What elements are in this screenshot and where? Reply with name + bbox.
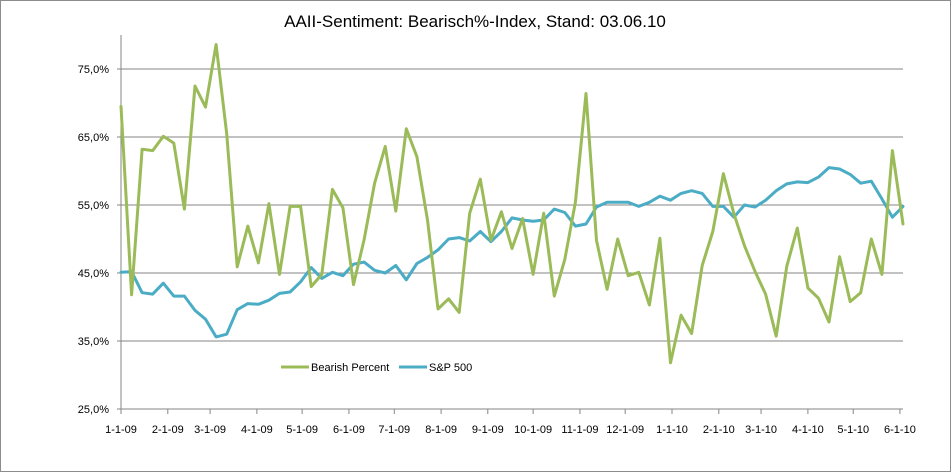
- x-tick-label: 9-1-09: [472, 424, 504, 436]
- y-tick-label: 35,0%: [78, 336, 109, 348]
- x-tick-label: 5-1-10: [837, 424, 869, 436]
- x-tick-label: 4-1-10: [792, 424, 824, 436]
- chart-title: AAII-Sentiment: Bearisch%-Index, Stand: …: [284, 12, 666, 31]
- x-tick-label: 6-1-10: [884, 424, 916, 436]
- x-axis-tick-labels: 1-1-09 2-1-09 3-1-09 4-1-09 5-1-09 6-1-09 7-1-…: [105, 424, 916, 436]
- x-tick-label: 7-1-09: [378, 424, 410, 436]
- legend: Bearish Percent S&P 500: [281, 362, 472, 374]
- x-tick-label: 5-1-09: [286, 424, 318, 436]
- legend-sp500-label: S&P 500: [429, 362, 472, 374]
- x-tick-label: 10-1-09: [514, 424, 552, 436]
- x-tick-label: 2-1-10: [703, 424, 735, 436]
- series-line-s-p-500: [119, 166, 905, 339]
- y-tick-label: 55,0%: [78, 200, 109, 212]
- x-tick-label: 12-1-09: [606, 424, 644, 436]
- x-axis-tick-marks: [120, 409, 901, 414]
- gridlines: [121, 68, 903, 342]
- series-lines: [119, 43, 905, 365]
- x-tick-label: 8-1-09: [425, 424, 457, 436]
- x-tick-label: 1-1-09: [105, 424, 137, 436]
- y-tick-label: 25,0%: [78, 404, 109, 416]
- x-tick-label: 3-1-10: [745, 424, 777, 436]
- y-tick-label: 45,0%: [78, 268, 109, 280]
- y-axis-tick-labels: 25,0% 35,0% 45,0% 55,0% 65,0% 75,0%: [78, 64, 121, 416]
- series-line-bearish-percent: [119, 43, 905, 365]
- x-tick-label: 3-1-09: [194, 424, 226, 436]
- x-tick-label: 11-1-09: [561, 424, 598, 436]
- x-tick-label: 1-1-10: [656, 424, 688, 436]
- x-tick-label: 4-1-09: [241, 424, 273, 436]
- legend-bearish-label: Bearish Percent: [311, 362, 389, 374]
- y-tick-label: 65,0%: [78, 132, 109, 144]
- y-tick-label: 75,0%: [78, 64, 109, 76]
- x-tick-label: 6-1-09: [333, 424, 365, 436]
- x-tick-label: 2-1-09: [152, 424, 184, 436]
